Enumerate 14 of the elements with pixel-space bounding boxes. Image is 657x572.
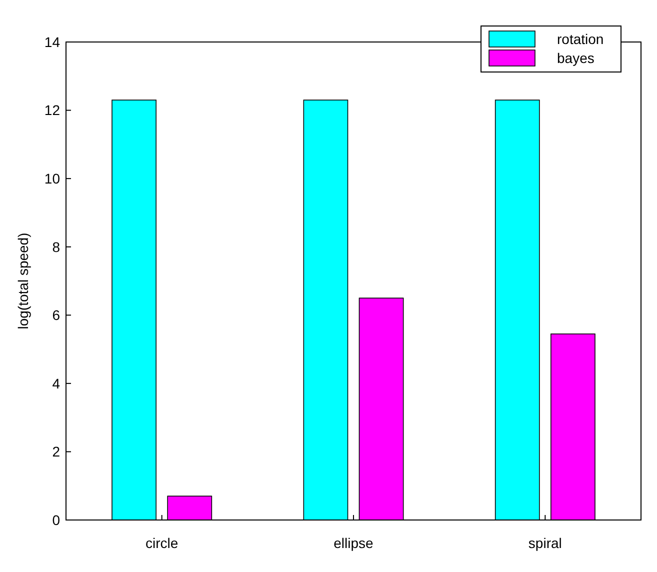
y-tick-label: 2 — [52, 444, 60, 460]
y-tick-label: 6 — [52, 307, 60, 324]
y-tick-label: 4 — [52, 375, 60, 392]
y-tick-label: 12 — [44, 102, 60, 118]
y-tick-label: 14 — [44, 34, 60, 50]
x-tick-label: ellipse — [334, 535, 374, 551]
y-tick-label: 10 — [44, 170, 60, 186]
y-tick-label: 0 — [52, 512, 60, 528]
x-tick-label: circle — [145, 535, 178, 551]
y-tick-label: 8 — [52, 238, 60, 255]
y-axis-title: log(total speed) — [15, 232, 31, 330]
legend-label: rotation — [557, 30, 604, 47]
x-tick-label: spiral — [528, 535, 562, 551]
legend-label: bayes — [557, 50, 594, 66]
